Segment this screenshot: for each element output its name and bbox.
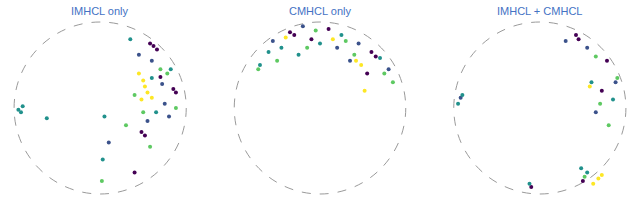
svg-text:IMHCL only: IMHCL only <box>71 5 129 17</box>
svg-text:IMHCL + CMHCL: IMHCL + CMHCL <box>497 5 582 17</box>
svg-text:CMHCL only: CMHCL only <box>289 5 351 17</box>
